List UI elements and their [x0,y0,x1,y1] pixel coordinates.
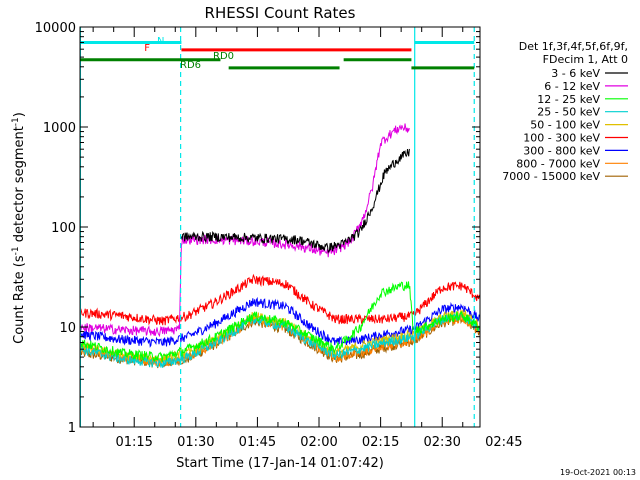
legend-header-line-1: Det 1f,3f,4f,5f,6f,9f, [519,40,628,53]
x-tick-label: 01:45 [239,435,276,450]
legend: Det 1f,3f,4f,5f,6f,9f, FDecim 1, Att 0 3… [502,40,628,183]
series-line-100-300keV [80,273,480,326]
y-tick-label: 1 [68,421,76,436]
y-tick-label: 10 [59,321,76,336]
x-tick-label: 02:30 [423,435,460,450]
legend-label-5: 100 - 300 keV [523,132,600,145]
x-tick-label: 02:15 [362,435,399,450]
y-tick-label: 100 [51,221,76,236]
plot-frame [79,26,481,428]
legend-label-7: 800 - 7000 keV [516,157,600,170]
series-line-800-7000keV [80,312,480,368]
y-tick-label: 10000 [35,21,76,36]
legend-label-4: 50 - 100 keV [530,119,600,132]
series-layer [80,123,480,369]
state-bar-label-F: F [144,43,150,54]
y-axis-label: Count Rate (s-1 detector segment-1) [11,112,27,344]
state-bar-label-RD6: RD6 [180,60,201,71]
legend-label-3: 25 - 50 keV [537,106,600,119]
series-line-6-12keV [80,123,410,338]
series-line-3-6keV [180,148,410,254]
state-bar-label-RD0: RD0 [213,51,234,62]
chart-title: RHESSI Count Rates [205,4,356,22]
x-tick-label: 02:00 [300,435,337,450]
legend-label-0: 3 - 6 keV [551,67,600,80]
legend-label-8: 7000 - 15000 keV [502,170,600,183]
x-axis-label: Start Time (17-Jan-14 01:07:42) [176,456,384,471]
state-bar-layer: NF RD0 RD6 [80,36,475,71]
vertical-marker-layer [79,27,475,427]
legend-header-line-2: FDecim 1, Att 0 [543,53,628,66]
x-tick-label: 02:45 [485,435,522,450]
legend-label-6: 300 - 800 keV [523,144,600,157]
y-axis: 1 10 100 1000 10000 [35,21,480,436]
y-tick-label: 1000 [43,121,76,136]
series-line-12-25keV [80,281,480,363]
render-timestamp: 19-Oct-2021 00:13 [560,468,636,477]
x-axis: 01:15 01:30 01:45 02:00 02:15 02:30 02:45 [92,27,523,450]
legend-label-2: 12 - 25 keV [537,93,600,106]
x-tick-label: 01:30 [177,435,214,450]
legend-label-1: 6 - 12 keV [544,80,600,93]
state-bar-label-N: N [157,36,164,47]
x-tick-label: 01:15 [115,435,152,450]
